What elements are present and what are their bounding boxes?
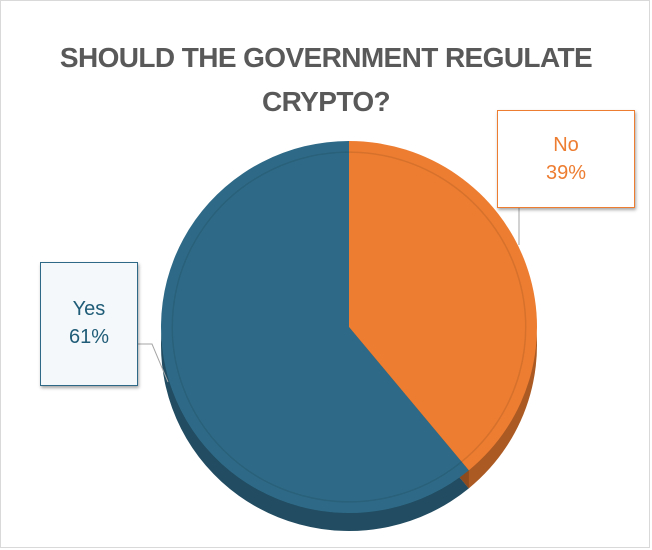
- data-label-no-percent: 39%: [545, 162, 587, 184]
- pie-slice-yes: [161, 141, 469, 513]
- chart-title-line-1: SHOULD THE GOVERNMENT REGULATE: [59, 42, 593, 73]
- pie-slice-bevel-no: [348, 151, 527, 463]
- leader-line-yes: [138, 343, 169, 383]
- pie-slice-bevel-yes: [171, 151, 463, 503]
- data-label-no-category: No: [553, 134, 579, 156]
- data-label-yes: Yes 61%: [40, 262, 138, 386]
- chart-title: SHOULD THE GOVERNMENT REGULATE CRYPTO?: [0, 36, 652, 124]
- data-label-yes-category: Yes: [72, 298, 106, 320]
- data-label-no: No 39%: [497, 110, 635, 208]
- pie-slice-no: [349, 141, 538, 471]
- leader-lines: [138, 208, 520, 383]
- chart-title-line-2: CRYPTO?: [261, 86, 391, 117]
- pie-top-layer: [161, 141, 538, 513]
- data-label-yes-percent: 61%: [68, 326, 110, 348]
